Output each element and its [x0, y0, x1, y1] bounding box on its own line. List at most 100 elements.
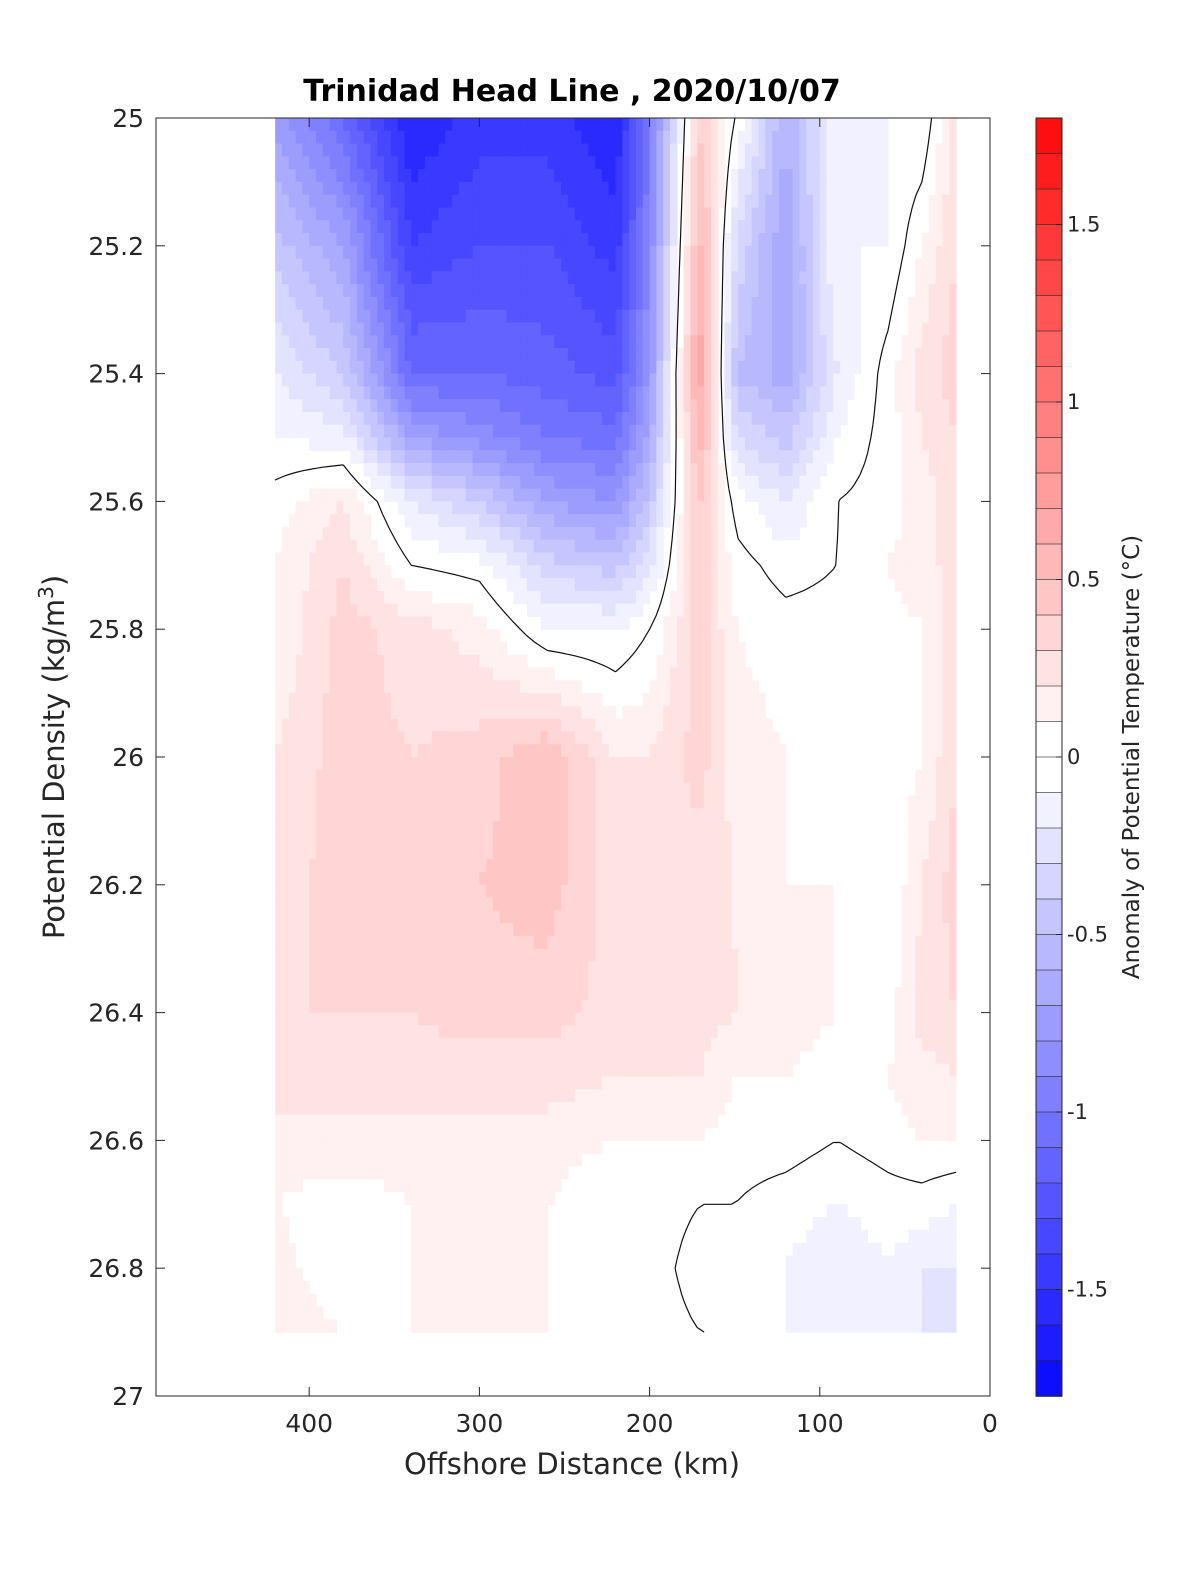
anomaly-cell [356, 578, 365, 592]
anomaly-cell [663, 680, 671, 694]
anomaly-cell [942, 718, 950, 733]
anomaly-cell [731, 335, 739, 349]
anomaly-cell [581, 514, 589, 528]
anomaly-cell [629, 130, 637, 145]
anomaly-cell [567, 603, 576, 618]
anomaly-cell [533, 181, 542, 196]
anomaly-cell [513, 820, 521, 835]
anomaly-cell [588, 322, 596, 336]
anomaly-cell [710, 220, 719, 234]
anomaly-cell [840, 271, 848, 285]
anomaly-cell [908, 296, 916, 311]
anomaly-cell [935, 373, 943, 387]
anomaly-cell [663, 475, 671, 490]
anomaly-cell [806, 373, 814, 387]
anomaly-cell [615, 220, 623, 234]
anomaly-cell [404, 795, 412, 809]
anomaly-cell [424, 386, 433, 400]
anomaly-cell [390, 603, 399, 618]
anomaly-cell [949, 335, 957, 349]
anomaly-cell [493, 475, 501, 490]
anomaly-cell [629, 450, 637, 464]
anomaly-cell [479, 411, 487, 426]
anomaly-cell [431, 348, 440, 362]
anomaly-cell [418, 731, 426, 745]
anomaly-cell [336, 808, 344, 822]
anomaly-cell [336, 846, 344, 860]
anomaly-cell [949, 296, 957, 311]
anomaly-cell [493, 782, 501, 796]
anomaly-cell [499, 207, 508, 221]
anomaly-cell [363, 718, 372, 733]
anomaly-cell [792, 258, 800, 272]
anomaly-cell [629, 820, 637, 835]
anomaly-cell [418, 514, 426, 528]
anomaly-cell [615, 501, 623, 515]
anomaly-cell [309, 884, 317, 899]
anomaly-cell [479, 309, 487, 324]
anomaly-cell [445, 731, 453, 745]
anomaly-cell [465, 118, 474, 132]
anomaly-cell [506, 808, 515, 822]
anomaly-cell [663, 424, 671, 439]
anomaly-cell [404, 399, 412, 413]
anomaly-cell [363, 539, 372, 554]
anomaly-cell [350, 322, 358, 336]
anomaly-cell [635, 808, 644, 822]
anomaly-cell [547, 820, 555, 835]
anomaly-cell [595, 552, 603, 566]
anomaly-cell [908, 335, 916, 349]
anomaly-cell [697, 181, 705, 196]
anomaly-cell [295, 820, 303, 835]
anomaly-cell [785, 284, 794, 298]
anomaly-cell [663, 846, 671, 860]
anomaly-cell [363, 693, 372, 707]
anomaly-cell [527, 475, 535, 490]
anomaly-cell [738, 705, 746, 720]
anomaly-cell [350, 245, 358, 260]
anomaly-cell [656, 769, 664, 784]
anomaly-cell [806, 399, 814, 413]
anomaly-cell [452, 744, 460, 758]
anomaly-cell [778, 872, 787, 886]
anomaly-cell [601, 539, 610, 554]
anomaly-cell [881, 143, 889, 157]
anomaly-cell [656, 450, 664, 464]
anomaly-cell [847, 194, 855, 209]
anomaly-cell [315, 360, 324, 375]
anomaly-cell [751, 386, 760, 400]
anomaly-cell [418, 693, 426, 707]
anomaly-cell [527, 693, 535, 707]
anomaly-cell [424, 437, 433, 451]
anomaly-cell [710, 769, 719, 784]
anomaly-cell [479, 220, 487, 234]
anomaly-cell [561, 769, 569, 784]
anomaly-cell [322, 884, 331, 899]
anomaly-cell [309, 360, 317, 375]
anomaly-cell [472, 373, 480, 387]
anomaly-cell [329, 578, 338, 592]
anomaly-cell [424, 616, 433, 630]
anomaly-cell [445, 782, 453, 796]
anomaly-cell [635, 399, 644, 413]
anomaly-cell [567, 616, 576, 630]
anomaly-cell [547, 348, 555, 362]
anomaly-cell [554, 616, 562, 630]
anomaly-cell [329, 590, 338, 605]
anomaly-cell [397, 143, 406, 157]
anomaly-cell [486, 795, 494, 809]
anomaly-cell [520, 169, 528, 183]
anomaly-cell [778, 782, 787, 796]
anomaly-cell [527, 859, 535, 873]
anomaly-cell [595, 360, 603, 375]
anomaly-cell [322, 526, 331, 541]
anomaly-cell [595, 233, 603, 247]
anomaly-cell [744, 348, 753, 362]
anomaly-cell [704, 335, 712, 349]
anomaly-cell [765, 348, 773, 362]
anomaly-cell [935, 450, 943, 464]
anomaly-cell [479, 194, 487, 209]
anomaly-cell [302, 705, 310, 720]
anomaly-cell [690, 463, 698, 477]
anomaly-cell [527, 118, 535, 132]
